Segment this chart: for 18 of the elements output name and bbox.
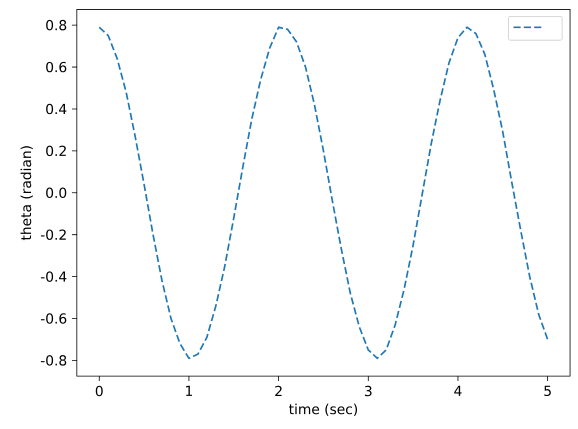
y-tick-label: 0.2 <box>46 146 66 156</box>
y-axis-title: theta (radian) <box>20 146 33 240</box>
y-tick-label: -0.2 <box>40 230 66 240</box>
y-tick-label: 0.8 <box>46 20 66 31</box>
x-tick-label: 2 <box>275 386 282 396</box>
x-axis-title: time (sec) <box>289 404 358 416</box>
y-tick-label: 0.0 <box>46 188 66 198</box>
x-tick-label: 3 <box>364 386 372 396</box>
y-tick-label: -0.6 <box>40 313 66 324</box>
y-tick-label: -0.4 <box>40 272 66 282</box>
y-tick-label: 0.4 <box>46 104 66 114</box>
x-tick-label: 4 <box>454 386 462 396</box>
y-tick-label: 0.6 <box>46 62 66 72</box>
x-tick-label: 5 <box>544 386 551 396</box>
x-tick-label: 0 <box>96 386 103 396</box>
x-tick-label: 1 <box>186 386 192 396</box>
line-series <box>98 26 548 360</box>
y-tick-label: -0.8 <box>40 355 66 366</box>
